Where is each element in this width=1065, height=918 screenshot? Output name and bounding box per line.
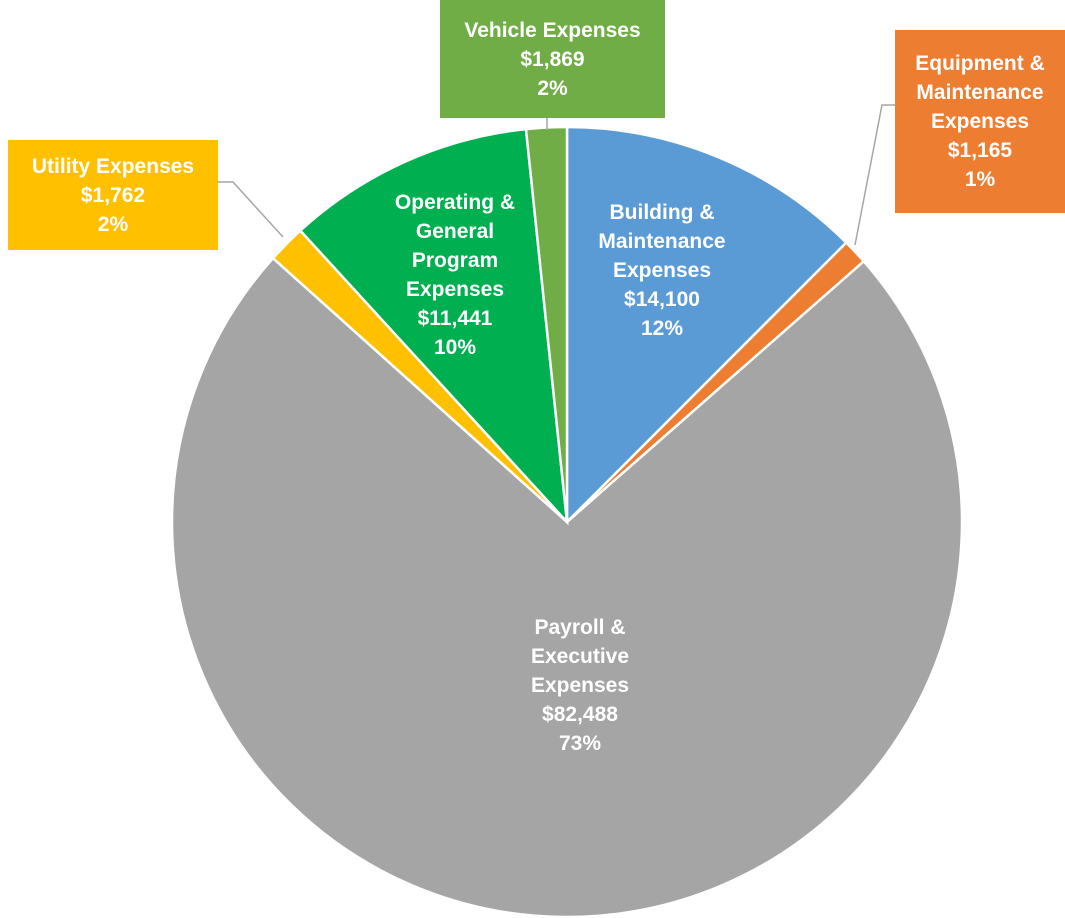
leader-line [218,181,284,238]
data-label: Building & Maintenance Expenses $14,100 12… [572,175,752,365]
label-value: $82,488 [542,702,618,726]
pie-slice [298,127,569,526]
label-value: $1,762 [80,183,146,207]
label-value: $14,100 [624,287,700,311]
label-percent: 73% [558,731,602,755]
data-label: Payroll & Executive Expenses $82,488 73% [480,580,680,790]
label-name: Utility Expenses [31,154,195,178]
data-label: Operating & General Program Expenses $11,… [370,160,540,390]
pie-slice [565,125,849,526]
label-percent: 2% [537,76,568,100]
label-name: Operating & General Program Expenses [394,191,516,301]
label-percent: 12% [640,316,684,340]
pie-slice [170,256,964,918]
label-percent: 10% [433,336,477,359]
data-label: Vehicle Expenses $1,869 2% [440,0,665,118]
label-value: $1,869 [520,47,585,71]
label-name: Vehicle Expenses [464,18,641,42]
label-value: $11,441 [417,307,493,330]
data-label: Equipment & Maintenance Expenses $1,165 1% [895,30,1065,213]
label-percent: 2% [97,212,129,236]
label-percent: 1% [964,168,996,191]
label-name: Payroll & Executive Expenses [530,615,630,697]
leader-line [854,104,895,246]
label-name: Equipment & Maintenance Expenses [915,52,1045,133]
data-label: Utility Expenses $1,762 2% [8,140,218,250]
label-value: $1,165 [947,139,1013,162]
label-name: Building & Maintenance Expenses [598,200,726,282]
